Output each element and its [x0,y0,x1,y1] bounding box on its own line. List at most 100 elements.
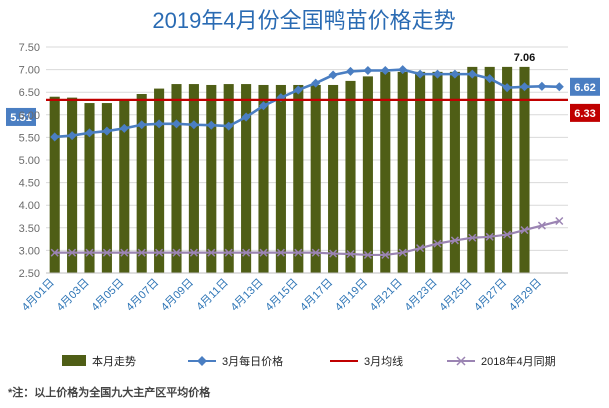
point-2018-april [450,236,459,245]
point-2018-april [433,239,442,248]
point-2018-april [294,248,303,257]
point-march-daily [102,126,112,136]
legend-item: 3月每日价格 [188,354,283,368]
point-2018-april [137,248,146,257]
chart-title: 2019年4月份全国鸭苗价格走势 [152,8,455,33]
point-march-daily [224,121,234,131]
x-tick-label: 4月07日 [124,277,161,314]
point-march-daily [171,119,182,129]
point-2018-april [311,248,320,257]
y-tick-label: 7.50 [19,42,40,54]
x-tick-label: 4月05日 [89,277,126,314]
point-2018-april [468,233,477,242]
value-callout-box [570,103,600,122]
point-march-daily [328,70,338,80]
bar [188,84,199,274]
point-march-daily [554,82,564,92]
x-tick-label: 4月15日 [263,277,300,314]
legend-label: 本月走势 [92,354,136,368]
point-march-daily [380,65,390,76]
bar [310,84,321,273]
x-tick-label: 4月01日 [20,277,57,314]
bar [345,80,356,274]
point-2018-april [172,248,181,257]
point-2018-april [363,250,372,259]
bar [415,71,426,273]
legend-label: 2018年4月同期 [481,354,556,368]
y-tick-label: 2.50 [19,268,40,280]
point-2018-april [276,248,285,257]
bar [449,71,460,273]
bar [154,88,165,273]
grid-layer [46,46,568,274]
bar [502,66,513,273]
legend-marker [456,356,466,366]
y-tick-label: 7.00 [19,65,40,77]
bar [101,103,112,273]
point-2018-april [50,248,59,257]
point-2018-april [555,216,564,226]
legend-layer: 本月走势 3月每日价格 3月均线 2018年4月同期 [62,354,556,368]
x-tick-label: 4月17日 [298,277,335,314]
bar [136,94,147,274]
x-tick-label: 4月09日 [159,277,196,314]
bar [258,84,269,273]
bar [275,84,286,273]
point-2018-april [259,248,268,257]
value-callout-label: 6.62 [574,82,595,94]
legend-item: 2018年4月同期 [447,354,556,368]
bar [84,103,95,273]
bar [67,97,78,274]
value-callout-label: 5.51 [10,112,31,124]
bar [432,71,443,273]
point-march-daily [241,112,251,122]
point-2018-april [503,230,512,239]
x-tick-label: 4月29日 [507,277,544,314]
bar [467,66,478,273]
point-2018-april [346,249,355,259]
point-march-daily [154,119,164,129]
bar-value-label: 7.06 [514,52,535,64]
point-march-daily [67,131,77,141]
bar [484,66,495,273]
point-march-daily [206,120,216,130]
y-tick-label: 4.50 [19,178,40,190]
point-2018-april [485,232,494,241]
point-2018-april [68,248,77,257]
legend-item: 3月均线 [330,354,403,368]
y-tick-label: 5.00 [19,155,40,167]
series-line-2018-april [54,219,560,257]
bar [380,71,391,273]
value-callout-label: 6.33 [574,108,595,120]
point-2018-april [242,248,251,257]
series-line-march-daily [54,68,560,139]
point-march-daily [363,65,373,76]
point-2018-april [85,248,94,257]
x-tick-label: 4月03日 [55,277,92,314]
bar [241,84,252,274]
point-2018-april [224,248,233,257]
x-tick-label: 4月27日 [472,277,509,314]
legend-label: 3月均线 [364,354,403,368]
bar-layer [49,66,530,274]
point-march-daily [467,69,477,79]
bar [49,96,60,273]
point-march-daily [189,120,199,130]
legend-label: 3月每日价格 [222,354,283,368]
x-tick-label: 4月13日 [229,277,266,314]
point-2018-april [329,249,338,258]
line-layer [46,65,568,259]
legend-marker [197,356,207,366]
bar [206,84,217,273]
bar [293,84,304,273]
value-callout-box [6,107,36,126]
point-march-daily [345,66,356,76]
y-tick-label: 3.50 [19,223,40,235]
bar [171,84,182,274]
x-tick-label: 4月19日 [333,277,370,314]
y-tick-label: 4.00 [19,200,40,212]
x-tick-label: 4月11日 [194,277,230,313]
bar [328,84,339,273]
point-2018-april [381,250,390,259]
point-march-daily [537,81,547,91]
